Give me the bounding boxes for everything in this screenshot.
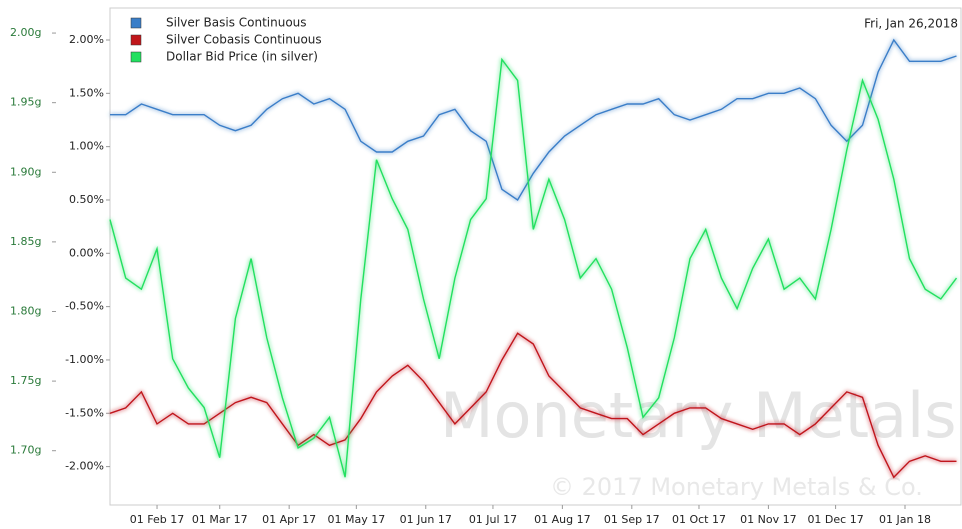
x-tick-label: 01 Mar 17 [192, 513, 248, 526]
series-line [110, 38, 957, 201]
series-line [109, 57, 958, 478]
y2-tick-label: 1.70g [10, 444, 41, 457]
watermark: Monetary Metals [440, 379, 957, 452]
y-tick-label: -0.50% [65, 300, 104, 313]
y2-tick-label: 1.80g [10, 304, 41, 317]
x-tick-label: 01 Dec 17 [807, 513, 863, 526]
y2-tick-label: 1.85g [10, 235, 41, 248]
x-tick-label: 01 Apr 17 [262, 513, 316, 526]
series-line [109, 332, 957, 479]
x-tick-label: 01 Jun 17 [400, 513, 452, 526]
y2-tick-label: 1.75g [10, 374, 41, 387]
y-tick-label: -2.00% [65, 460, 104, 473]
x-tick-label: 01 Jan 18 [879, 513, 931, 526]
x-tick-label: 01 Sep 17 [604, 513, 660, 526]
y2-tick-label: 1.90g [10, 165, 41, 178]
y-tick-label: 1.50% [69, 86, 104, 99]
x-tick-label: 01 May 17 [327, 513, 385, 526]
legend-label: Silver Cobasis Continuous [166, 33, 322, 47]
x-tick-label: 01 Feb 17 [130, 513, 184, 526]
y-tick-label: 0.50% [69, 193, 104, 206]
y-tick-label: 2.00% [69, 33, 104, 46]
plot-frame [109, 7, 962, 506]
y-tick-label: -1.50% [65, 406, 104, 419]
legend-swatch [130, 51, 142, 63]
legend-swatch [130, 17, 142, 29]
y2-tick-label: 2.00g [10, 26, 41, 39]
x-tick-label: 01 Jul 17 [469, 513, 517, 526]
x-tick-label: 01 Nov 17 [740, 513, 796, 526]
y-tick-label: 1.00% [69, 140, 104, 153]
legend-label: Dollar Bid Price (in silver) [166, 50, 318, 64]
legend-label: Silver Basis Continuous [166, 16, 307, 30]
date-label: Fri, Jan 26,2018 [864, 17, 958, 31]
copyright: © 2017 Monetary Metals & Co. [550, 473, 923, 501]
x-tick-label: 01 Aug 17 [534, 513, 590, 526]
y-tick-label: -1.00% [65, 353, 104, 366]
y2-tick-label: 1.95g [10, 96, 41, 109]
legend-swatch [130, 34, 142, 46]
x-tick-label: 01 Oct 17 [672, 513, 726, 526]
y-tick-label: 0.00% [69, 246, 104, 259]
